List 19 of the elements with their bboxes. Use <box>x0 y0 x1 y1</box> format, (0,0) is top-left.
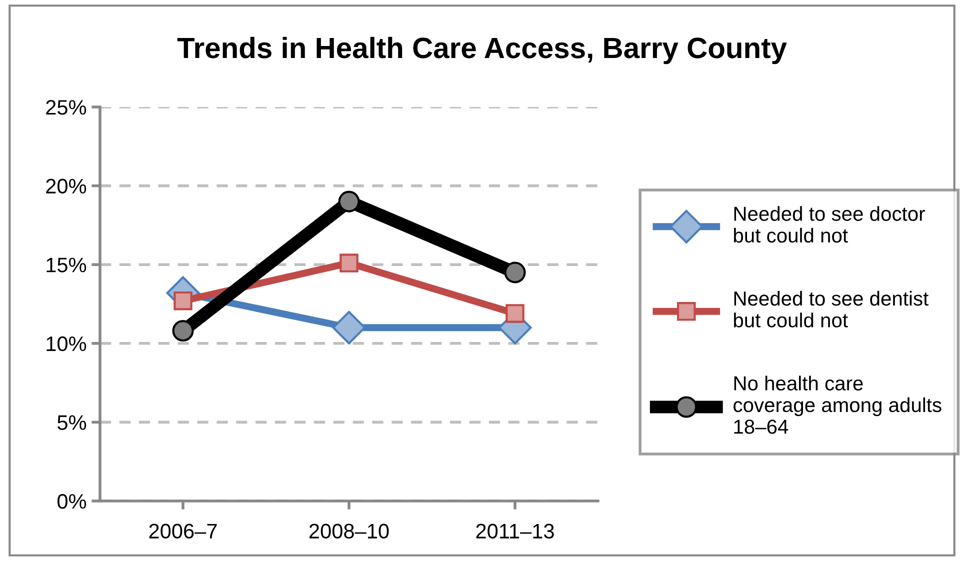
y-tick-label: 0% <box>58 494 86 509</box>
point <box>506 304 524 323</box>
legend-label: Needed to see dentist but could not <box>734 290 928 328</box>
y-tick-label: 25% <box>46 100 86 115</box>
legend-label: Needed to see doctor but could not <box>734 206 925 243</box>
y-tick-label: 5% <box>58 415 86 430</box>
chart-title: Trends in Health Care Access, Barry County <box>177 36 787 64</box>
x-tick-label: 2011–13 <box>476 524 554 539</box>
y-tick-label: 20% <box>46 178 86 194</box>
point <box>340 254 358 272</box>
point <box>338 190 360 212</box>
x-tick-label: 2008–10 <box>310 524 389 539</box>
x-tick-label: 2006–7 <box>149 524 217 539</box>
legend-label: No health care coverage among adults 18–64 <box>734 376 942 434</box>
y-tick-label: 15% <box>46 258 86 272</box>
point <box>172 320 194 342</box>
point <box>174 291 192 310</box>
y-tick-label: 10% <box>46 336 86 352</box>
point <box>504 262 526 284</box>
